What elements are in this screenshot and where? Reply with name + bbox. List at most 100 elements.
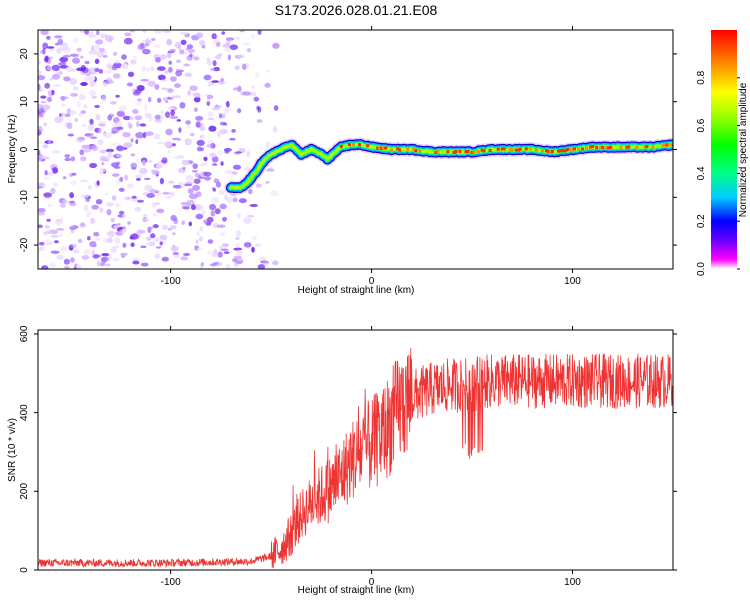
noise-speck (214, 208, 221, 215)
noise-speck (38, 59, 41, 66)
noise-speck (266, 141, 270, 148)
noise-speck (127, 121, 132, 129)
noise-speck (225, 100, 230, 108)
noise-speck (153, 133, 161, 140)
noise-speck (236, 258, 243, 261)
noise-speck (256, 119, 263, 123)
noise-speck (101, 95, 106, 102)
ridge-peak (384, 146, 388, 150)
noise-speck (144, 104, 148, 111)
noise-speck (162, 30, 172, 33)
noise-speck (40, 156, 49, 159)
noise-speck (105, 148, 115, 153)
noise-speck (102, 81, 108, 88)
y-tick-label: 600 (19, 325, 30, 342)
noise-speck (93, 44, 101, 51)
noise-speck (112, 73, 121, 79)
noise-speck (234, 65, 240, 71)
noise-speck (85, 198, 90, 202)
noise-speck (207, 140, 216, 144)
noise-speck (117, 223, 121, 226)
x-tick-label: 0 (369, 577, 375, 588)
noise-speck (199, 40, 206, 46)
noise-speck (113, 166, 121, 169)
noise-speck (38, 141, 46, 145)
chart-title: S173.2026.028.01.21.E08 (275, 2, 438, 18)
noise-speck (79, 149, 85, 156)
noise-speck (156, 66, 166, 71)
noise-speck (86, 72, 91, 77)
noise-speck (193, 56, 200, 61)
noise-speck (177, 182, 185, 185)
noise-speck (87, 33, 97, 39)
noise-speck (112, 258, 120, 262)
ridge-peak (667, 143, 671, 147)
noise-speck (122, 132, 131, 138)
noise-speck (44, 82, 51, 89)
noise-speck (118, 187, 125, 192)
noise-speck (172, 252, 179, 255)
noise-speck (191, 53, 196, 57)
noise-speck (152, 213, 158, 217)
ridge-peak (480, 148, 484, 152)
ridge-peak (563, 149, 566, 153)
noise-speck (169, 191, 175, 197)
ridge-peak (585, 146, 589, 150)
noise-speck (200, 134, 205, 139)
noise-speck (53, 182, 58, 187)
noise-speck (242, 63, 247, 70)
noise-speck (224, 107, 230, 114)
noise-speck (196, 146, 203, 152)
ridge-peak (665, 143, 669, 147)
noise-speck (94, 104, 100, 109)
noise-speck (264, 82, 271, 88)
ridge-peak (414, 149, 418, 153)
noise-speck (83, 104, 88, 109)
noise-speck (177, 43, 182, 51)
noise-speck (238, 198, 247, 204)
noise-speck (53, 240, 59, 244)
ridge-peak (619, 145, 623, 149)
noise-speck (95, 237, 101, 241)
noise-speck (211, 80, 220, 83)
noise-speck (143, 50, 149, 54)
noise-speck (257, 106, 262, 113)
noise-speck (147, 226, 152, 234)
noise-speck (80, 194, 89, 199)
noise-speck (78, 94, 86, 101)
noise-speck (132, 91, 141, 96)
noise-speck (107, 115, 112, 121)
noise-speck (88, 49, 98, 55)
ridge-peak (528, 147, 532, 151)
noise-speck (135, 139, 139, 145)
noise-speck (176, 154, 185, 160)
noise-speck (96, 30, 100, 36)
noise-speck (51, 73, 61, 80)
noise-speck (111, 65, 118, 68)
noise-speck (249, 91, 257, 97)
noise-speck (187, 90, 192, 96)
noise-speck (257, 30, 262, 35)
noise-speck (218, 81, 226, 85)
colorbar-tick-label: 0.2 (696, 214, 707, 228)
ridge-peak (599, 146, 603, 150)
noise-speck (148, 160, 153, 163)
noise-speck (129, 30, 136, 33)
noise-speck (63, 258, 70, 265)
noise-speck (80, 158, 85, 162)
noise-speck (142, 214, 148, 217)
noise-speck (47, 204, 53, 207)
noise-speck (164, 111, 171, 118)
noise-speck (173, 217, 178, 224)
noise-speck (170, 245, 179, 252)
noise-speck (144, 184, 153, 192)
noise-speck (254, 72, 260, 78)
noise-speck (107, 236, 113, 244)
noise-speck (189, 53, 193, 58)
ridge-peak (565, 148, 568, 152)
noise-speck (154, 84, 160, 90)
ridge-peak (454, 150, 458, 153)
noise-speck (56, 219, 61, 223)
spectrogram-x-axis-title: Height of straight line (km) (298, 285, 415, 296)
noise-speck (111, 126, 120, 134)
